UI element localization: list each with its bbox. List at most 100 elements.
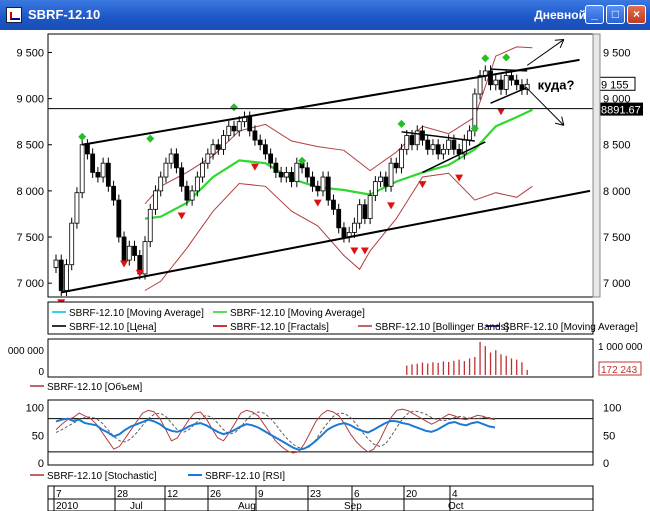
candle-body xyxy=(393,162,399,169)
candle-body xyxy=(168,153,174,164)
rsi-line xyxy=(55,417,496,451)
level-tag-box xyxy=(599,102,643,116)
window-title: SBRF-12.10 xyxy=(28,7,101,22)
candle-body xyxy=(372,181,378,196)
candle-body xyxy=(64,264,69,291)
candle-body xyxy=(142,241,148,275)
fractal-down-marker xyxy=(387,202,396,210)
oscillator-tick-label-left: 50 xyxy=(32,430,44,442)
level-tag: 8891.67 xyxy=(601,105,641,117)
fractal-down-marker xyxy=(497,108,505,116)
candle-body xyxy=(200,162,205,178)
candle-body xyxy=(446,139,452,150)
candle-body xyxy=(179,167,185,187)
fractal-down-marker xyxy=(313,199,322,207)
fractal-down-marker xyxy=(177,212,186,220)
candle-body xyxy=(163,162,169,178)
candle-body xyxy=(315,185,321,192)
candle-body xyxy=(524,83,530,90)
fractal-up-marker xyxy=(298,156,307,165)
candle-body xyxy=(184,185,190,201)
trend-line xyxy=(490,68,528,72)
moving-average-green xyxy=(144,108,533,220)
forecast-arrow-head xyxy=(554,116,565,126)
candle-body xyxy=(194,176,200,192)
candle-body xyxy=(69,222,75,266)
price-tick-label-left: 9 500 xyxy=(16,47,44,59)
oscillator-tick-label-right: 50 xyxy=(603,430,615,442)
price-scrollbar[interactable] xyxy=(592,33,601,298)
time-day-label: 6 xyxy=(354,489,360,500)
time-month-label: 2010 xyxy=(56,501,79,511)
volume-panel[interactable] xyxy=(47,338,594,378)
fractals-markers xyxy=(57,53,511,307)
price-candles xyxy=(53,65,530,297)
fractal-down-marker xyxy=(350,247,359,255)
time-day-label: 9 xyxy=(258,489,264,500)
candle-body xyxy=(441,148,446,155)
price-tick-label-left: 7 000 xyxy=(16,278,44,290)
candle-body xyxy=(352,222,357,233)
price-tick-label-left: 8 000 xyxy=(16,186,44,198)
candle-body xyxy=(126,245,132,261)
price-axis-left: 7 000 7 500 8 000 8 500 9 000 9 500 xyxy=(16,47,44,290)
candle-body xyxy=(283,172,289,178)
legend-label: SBRF-12.10 [Moving Average] xyxy=(503,322,638,333)
price-tick-label-left: 9 000 xyxy=(16,94,44,106)
fractal-up-marker xyxy=(397,119,406,128)
fractal-up-marker xyxy=(146,134,155,143)
candle-body xyxy=(268,153,274,164)
time-day-label: 23 xyxy=(310,489,322,500)
candle-body xyxy=(132,245,137,256)
candle-body xyxy=(121,236,127,261)
oscillator-tick-label-left: 0 xyxy=(38,458,44,470)
candle-body xyxy=(294,162,300,183)
candle-body xyxy=(367,195,373,219)
trend-line xyxy=(61,189,591,294)
restore-button[interactable]: □ xyxy=(606,5,625,24)
oscillator-tick-label-right: 100 xyxy=(603,403,621,415)
trend-line xyxy=(490,86,528,104)
oscillator-lines xyxy=(48,408,593,454)
price-tick-label-right: 7 000 xyxy=(603,278,631,290)
bollinger-lower-line xyxy=(144,172,533,291)
period-label: Дневной xyxy=(534,8,586,22)
fractal-down-marker xyxy=(120,260,129,268)
forecast-arrow-line xyxy=(526,88,565,126)
annotation-kuda: куда? xyxy=(538,77,575,92)
candle-body xyxy=(85,144,90,155)
fractal-down-marker xyxy=(360,247,369,255)
moving-average-line xyxy=(144,108,533,220)
legend-volume: SBRF-12.10 [Объем] xyxy=(30,381,142,393)
window-titlebar[interactable]: SBRF-12.10 Дневной _ □ × xyxy=(0,0,650,30)
price-tick-label-right: 8 500 xyxy=(603,140,631,152)
candle-body xyxy=(116,199,122,238)
close-button[interactable]: × xyxy=(627,5,646,24)
candle-body xyxy=(514,79,520,86)
time-axis: 7 28 12 26 9 23 6 20 4 2010 Jul Aug Sep Oct xyxy=(48,486,593,511)
oscillator-tick-label-right: 0 xyxy=(603,458,609,470)
candle-body xyxy=(331,199,336,210)
candle-body xyxy=(493,79,499,86)
price-tick-label-left: 8 500 xyxy=(16,140,44,152)
candle-body xyxy=(215,144,221,150)
candle-body xyxy=(90,153,96,173)
last-price-tag: 9 155 xyxy=(601,79,629,91)
minimize-button[interactable]: _ xyxy=(585,5,604,24)
candle-body xyxy=(231,125,237,132)
price-panel[interactable]: 7 000 7 500 8 000 8 500 9 000 9 500 7 000 7 50… xyxy=(16,33,643,307)
fractal-up-marker xyxy=(78,132,87,141)
legend-label: SBRF-12.10 [Цена] xyxy=(69,322,157,333)
price-tags: 9 155 8891.67 xyxy=(598,76,643,117)
price-tick-label-right: 9 500 xyxy=(603,47,631,59)
candle-body xyxy=(357,204,363,224)
candle-body xyxy=(409,135,415,146)
chart-app-icon xyxy=(6,7,22,23)
candle-body xyxy=(236,121,242,132)
candle-body xyxy=(289,172,294,183)
time-day-label: 26 xyxy=(210,489,222,500)
volume-tick-label-left: 000 000 xyxy=(8,346,45,357)
oscillator-tick-label-left: 100 xyxy=(26,403,44,415)
